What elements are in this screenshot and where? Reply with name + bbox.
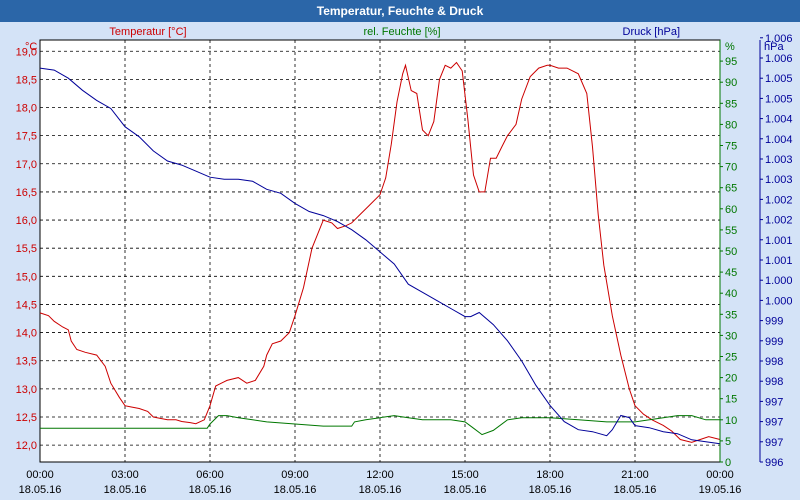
pressure-tick-label: 1.001 <box>765 235 793 247</box>
pressure-tick-label: 997 <box>765 437 783 449</box>
humidity-tick-label: 70 <box>725 162 737 174</box>
pressure-tick-label: 1.000 <box>765 275 793 287</box>
humidity-tick-label: 15 <box>725 394 737 406</box>
temperature-tick-label: 19,0 <box>16 46 37 58</box>
x-tick-label-time: 03:00 <box>111 469 139 481</box>
series-line-pressure <box>39 67 721 445</box>
humidity-tick-label: 25 <box>725 352 737 364</box>
temperature-tick-label: 17,0 <box>16 159 37 171</box>
pressure-tick-label: 998 <box>765 356 783 368</box>
pressure-tick-label: 1.000 <box>765 295 793 307</box>
x-tick-label-date: 19.05.16 <box>699 484 742 496</box>
x-tick-label-time: 15:00 <box>451 469 479 481</box>
pressure-tick-label: 1.001 <box>765 255 793 267</box>
grid-layer <box>39 39 721 463</box>
humidity-tick-label: 45 <box>725 267 737 279</box>
temperature-tick-label: 12,0 <box>16 440 37 452</box>
humidity-tick-label: 50 <box>725 246 737 258</box>
axis-layer: 00:00 18.05.16 03:00 18.05.16 06:00 18.05.16 0… <box>16 26 793 496</box>
x-tick-label-time: 06:00 <box>196 469 224 481</box>
pressure-tick-label: 1.006 <box>765 53 793 65</box>
humidity-tick-label: 95 <box>725 56 737 68</box>
temperature-tick-label: 17,5 <box>16 131 37 143</box>
pressure-axis-title: Druck [hPa] <box>623 26 680 38</box>
pressure-tick-label: 1.003 <box>765 174 793 186</box>
pressure-tick-label: 999 <box>765 316 783 328</box>
x-tick-label-date: 18.05.16 <box>104 484 147 496</box>
temperature-tick-label: 13,5 <box>16 356 37 368</box>
pressure-tick-label: 996 <box>765 457 783 469</box>
x-tick-label-time: 18:00 <box>536 469 564 481</box>
humidity-tick-label: 30 <box>725 330 737 342</box>
humidity-tick-label: 85 <box>725 98 737 110</box>
pressure-tick-label: 1.002 <box>765 215 793 227</box>
temperature-unit-label: °C <box>25 41 37 53</box>
temperature-tick-label: 18,0 <box>16 103 37 115</box>
x-tick-label-time: 09:00 <box>281 469 309 481</box>
humidity-axis-title: rel. Feuchte [%] <box>363 26 440 38</box>
pressure-tick-label: 1.005 <box>765 93 793 105</box>
pressure-tick-label: 998 <box>765 376 783 388</box>
humidity-tick-label: 55 <box>725 225 737 237</box>
temperature-tick-label: 15,0 <box>16 271 37 283</box>
chart-area: 00:00 18.05.16 03:00 18.05.16 06:00 18.05.16 0… <box>0 22 800 500</box>
pressure-tick-label: 1.002 <box>765 194 793 206</box>
x-tick-label-date: 18.05.16 <box>614 484 657 496</box>
humidity-tick-label: 5 <box>725 436 731 448</box>
humidity-tick-label: 90 <box>725 77 737 89</box>
pressure-tick-label: 1.004 <box>765 114 793 126</box>
temperature-tick-label: 14,5 <box>16 299 37 311</box>
x-tick-label-time: 12:00 <box>366 469 394 481</box>
series-line-humidity <box>40 415 720 436</box>
pressure-tick-label: 1.006 <box>765 33 793 45</box>
temperature-tick-label: 13,0 <box>16 384 37 396</box>
temperature-tick-label: 14,0 <box>16 328 37 340</box>
humidity-tick-label: 40 <box>725 288 737 300</box>
temperature-axis-title: Temperatur [°C] <box>109 26 186 38</box>
pressure-tick-label: 1.005 <box>765 73 793 85</box>
temperature-tick-label: 12,5 <box>16 412 37 424</box>
pressure-tick-label: 1.004 <box>765 134 793 146</box>
chart-svg: 00:00 18.05.16 03:00 18.05.16 06:00 18.05.16 0… <box>16 26 793 496</box>
x-tick-label-date: 18.05.16 <box>19 484 62 496</box>
pressure-tick-label: 997 <box>765 417 783 429</box>
pressure-tick-label: 999 <box>765 336 783 348</box>
x-tick-label-date: 18.05.16 <box>444 484 487 496</box>
x-tick-label-date: 18.05.16 <box>359 484 402 496</box>
humidity-tick-label: 20 <box>725 373 737 385</box>
x-tick-label-time: 00:00 <box>706 469 734 481</box>
humidity-tick-label: 75 <box>725 141 737 153</box>
temperature-tick-label: 16,5 <box>16 187 37 199</box>
humidity-tick-label: 10 <box>725 415 737 427</box>
pressure-tick-label: 1.003 <box>765 154 793 166</box>
humidity-tick-label: 35 <box>725 309 737 321</box>
series-line-temperature <box>39 61 721 443</box>
temperature-tick-label: 16,0 <box>16 215 37 227</box>
humidity-tick-label: 0 <box>725 457 731 469</box>
x-tick-label-date: 18.05.16 <box>189 484 232 496</box>
humidity-tick-label: 80 <box>725 119 737 131</box>
x-tick-label-time: 21:00 <box>621 469 649 481</box>
humidity-tick-label: 60 <box>725 204 737 216</box>
humidity-tick-label: 65 <box>725 183 737 195</box>
series-layer <box>39 61 721 445</box>
chart-title-bar: Temperatur, Feuchte & Druck <box>0 0 800 22</box>
x-tick-label-time: 00:00 <box>26 469 54 481</box>
pressure-unit-label: hPa <box>764 41 784 53</box>
humidity-unit-label: % <box>725 41 735 53</box>
temperature-tick-label: 15,5 <box>16 243 37 255</box>
x-tick-label-date: 18.05.16 <box>274 484 317 496</box>
x-tick-label-date: 18.05.16 <box>529 484 572 496</box>
pressure-tick-label: 997 <box>765 396 783 408</box>
temperature-tick-label: 18,5 <box>16 74 37 86</box>
chart-title: Temperatur, Feuchte & Druck <box>316 4 484 18</box>
